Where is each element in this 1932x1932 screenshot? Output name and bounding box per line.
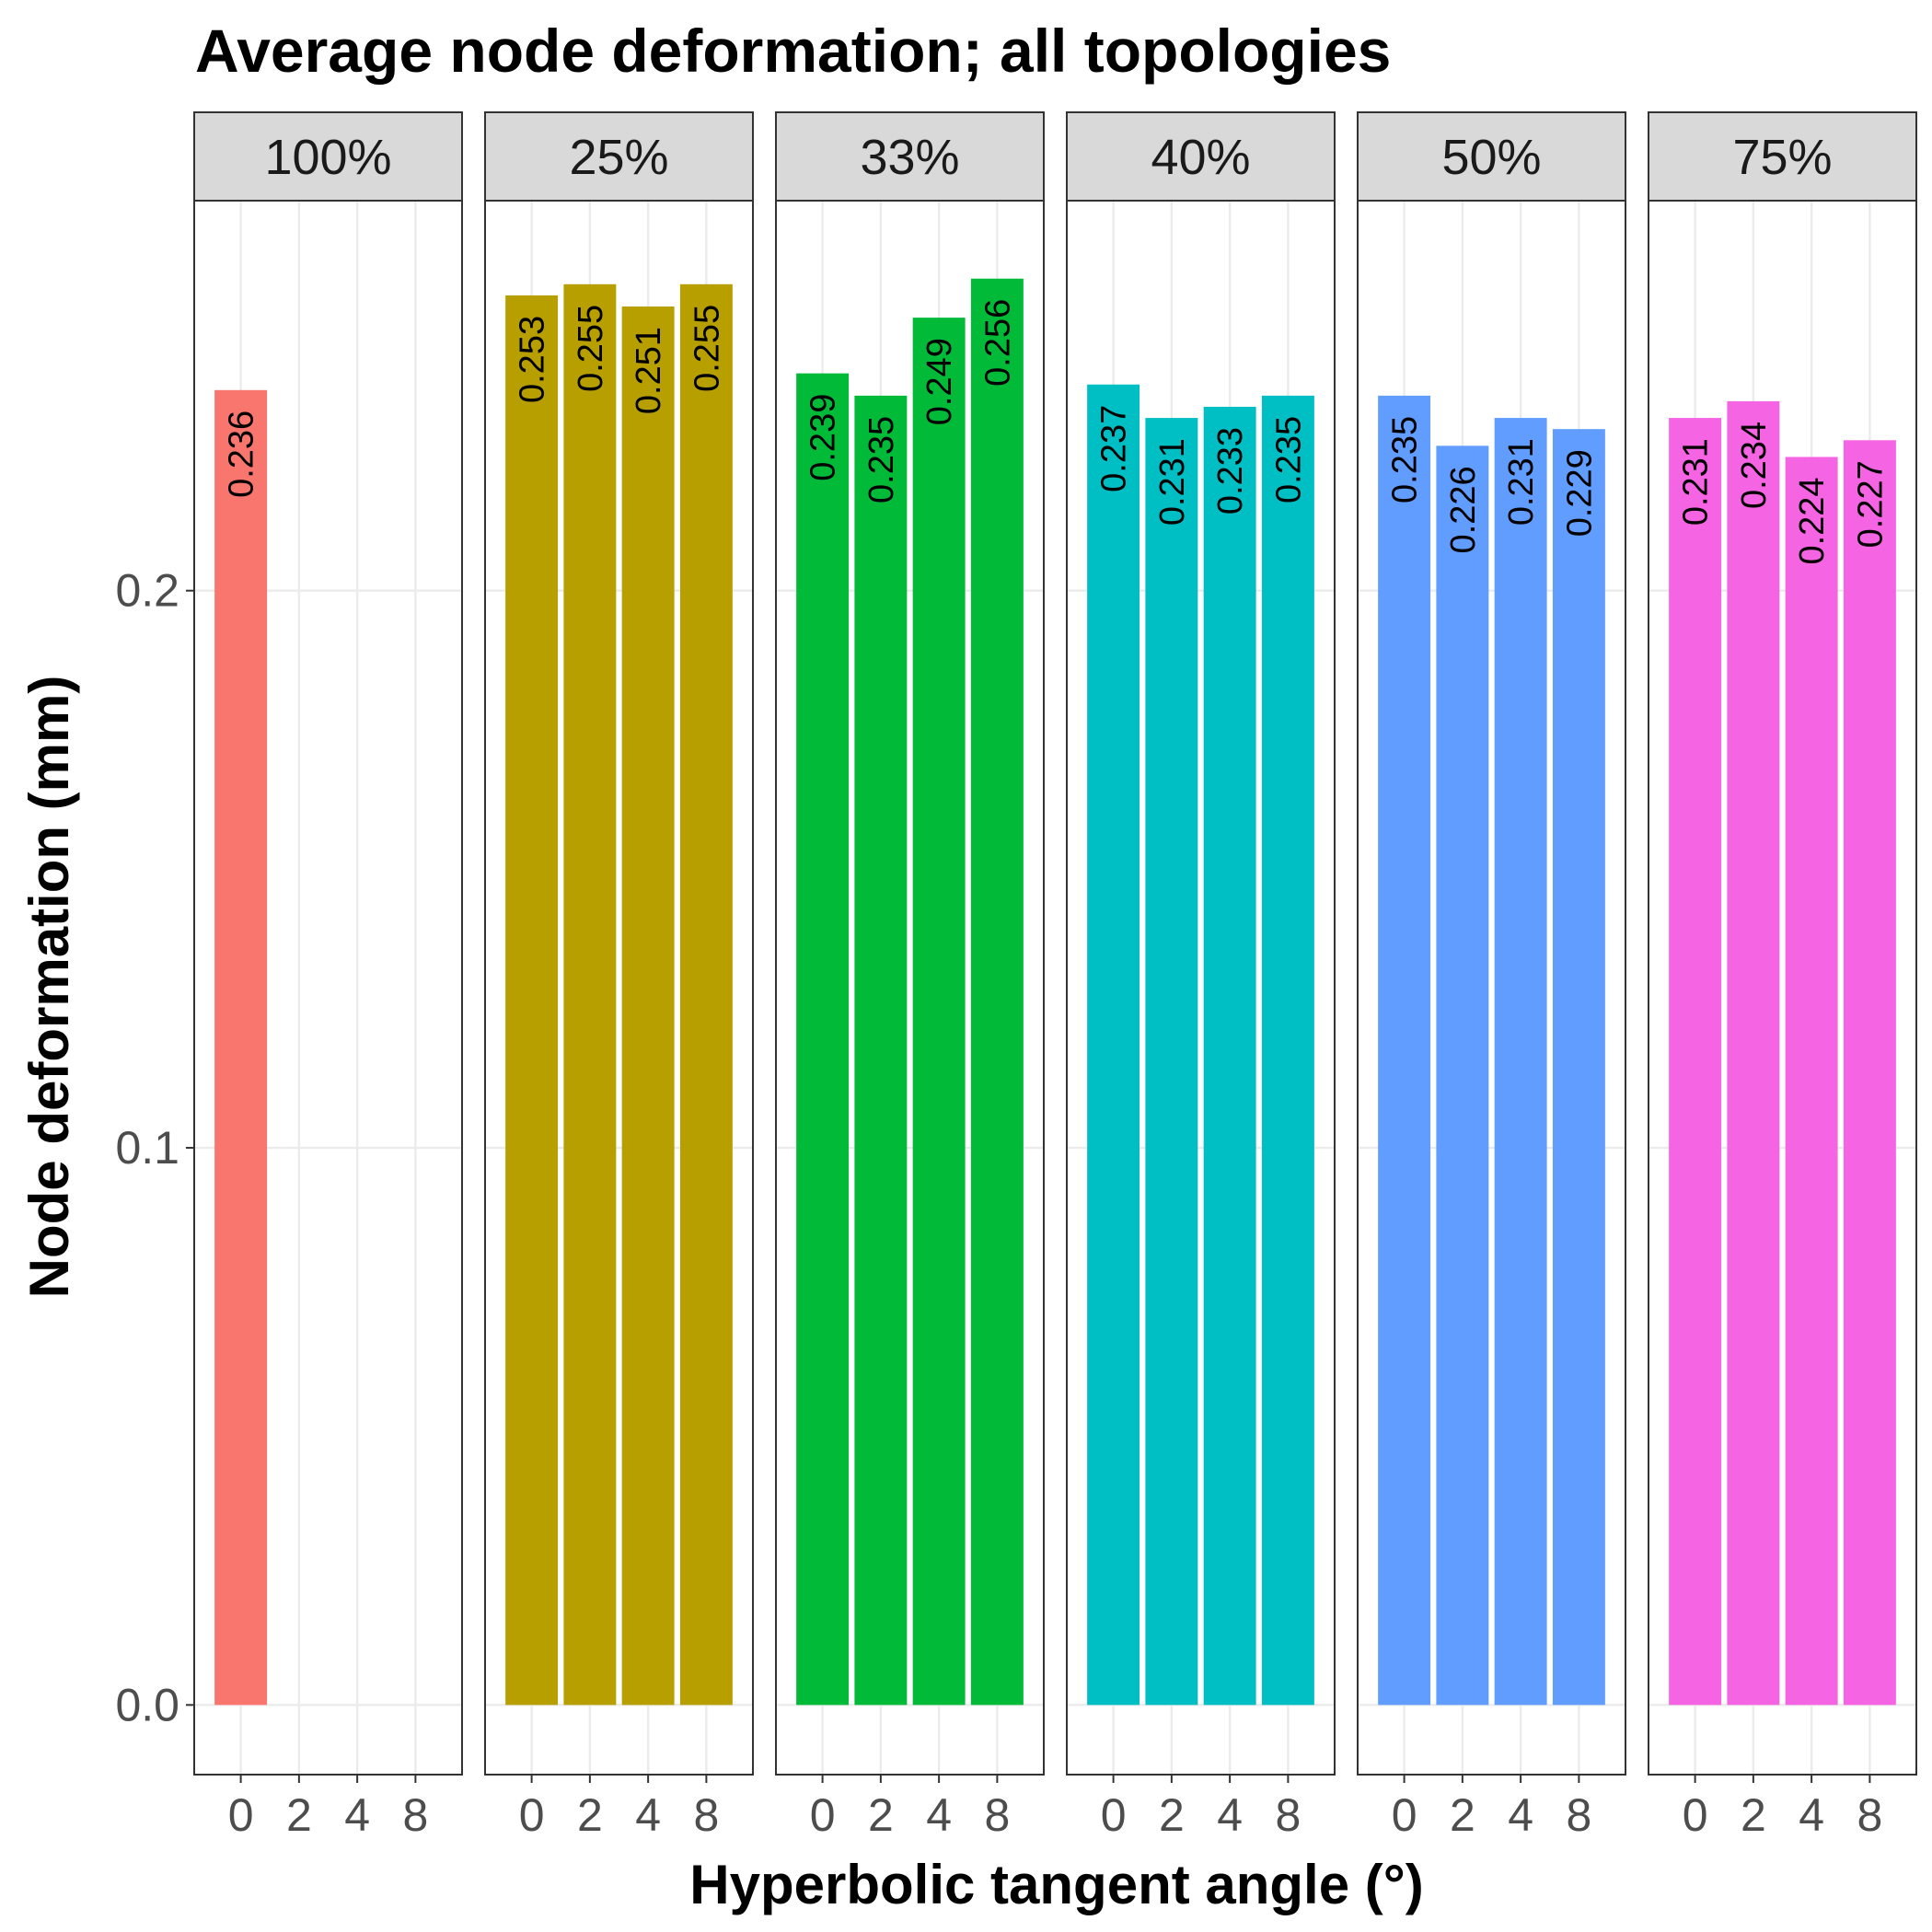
x-tick-label: 2 <box>577 1789 603 1841</box>
x-tick-label: 8 <box>1857 1789 1882 1841</box>
x-tick-label: 2 <box>1159 1789 1185 1841</box>
bar <box>1261 395 1314 1706</box>
x-tick-label: 2 <box>868 1789 894 1841</box>
facet-strip <box>1648 111 1917 202</box>
bar <box>854 395 908 1706</box>
bar <box>1785 457 1838 1706</box>
bar <box>563 283 617 1706</box>
y-tick-label: 0.0 <box>115 1679 179 1730</box>
bar-value-label: 0.227 <box>1851 460 1890 548</box>
facet-strip <box>193 111 463 202</box>
bar <box>1087 384 1140 1706</box>
facet-strip <box>775 111 1045 202</box>
x-tick-label: 8 <box>402 1789 428 1841</box>
x-tick-label: 2 <box>1741 1789 1766 1841</box>
x-tick-label: 8 <box>1275 1789 1301 1841</box>
x-tick-label: 4 <box>1508 1789 1533 1841</box>
panel-border <box>775 200 1045 1776</box>
panel-border <box>484 200 754 1776</box>
bar <box>1436 445 1489 1706</box>
bar-value-label: 0.255 <box>572 305 610 392</box>
bar-value-label: 0.235 <box>1386 416 1425 503</box>
panel-border <box>193 200 463 1776</box>
x-tick-label: 0 <box>1683 1789 1708 1841</box>
bar-value-label: 0.239 <box>804 394 843 481</box>
x-tick-label: 8 <box>984 1789 1010 1841</box>
bar-value-label: 0.234 <box>1735 422 1774 509</box>
x-tick-label: 0 <box>228 1789 254 1841</box>
bar <box>679 283 733 1706</box>
bar <box>970 278 1024 1706</box>
panel-border <box>1357 200 1626 1776</box>
x-tick-label: 4 <box>344 1789 370 1841</box>
x-tick-label: 4 <box>1217 1789 1243 1841</box>
bar-value-label: 0.231 <box>1502 438 1541 526</box>
panel-border <box>1066 200 1336 1776</box>
bar <box>796 373 850 1706</box>
bar-value-label: 0.235 <box>1269 416 1308 503</box>
y-axis: 0.0 0.1 0.2 <box>115 565 194 1730</box>
y-axis-title: Node deformation (mm) <box>18 676 80 1299</box>
bar <box>1843 440 1896 1706</box>
bar <box>1378 395 1431 1706</box>
x-tick-label: 0 <box>519 1789 545 1841</box>
facet-strip-label: 33% <box>860 130 959 185</box>
bar-value-label: 0.226 <box>1444 466 1483 553</box>
x-tick-label: 4 <box>1799 1789 1824 1841</box>
bar-value-label: 0.231 <box>1677 438 1716 526</box>
x-tick-label: 0 <box>810 1789 836 1841</box>
facet-strip-label: 25% <box>569 130 668 185</box>
bar-value-label: 0.224 <box>1793 477 1832 564</box>
facet-strip-label: 50% <box>1441 130 1541 185</box>
bar-value-label: 0.256 <box>978 299 1017 387</box>
bar-value-label: 0.237 <box>1095 405 1134 492</box>
x-tick-label: 0 <box>1392 1789 1417 1841</box>
bar <box>1552 429 1605 1706</box>
facet-panel: 33% 0.239 0.235 0.249 0.256 0 2 4 8 <box>775 111 1045 1841</box>
bar <box>505 295 559 1706</box>
bar-value-label: 0.255 <box>688 305 726 392</box>
bar-value-label: 0.229 <box>1560 449 1599 537</box>
bar <box>1145 418 1198 1706</box>
facet-panel: 40% 0.237 0.231 0.233 0.235 0 2 4 8 <box>1066 111 1336 1841</box>
bar-value-label: 0.236 <box>223 411 261 498</box>
bar <box>1203 406 1256 1706</box>
bar-value-label: 0.233 <box>1211 427 1250 515</box>
x-tick-label: 2 <box>286 1789 312 1841</box>
facet-strip-label: 40% <box>1151 130 1250 185</box>
bar-value-label: 0.249 <box>920 338 959 425</box>
x-axis-title: Hyperbolic tangent angle (°) <box>689 1854 1423 1915</box>
facet-panel: 100% 0.236 0 2 4 8 <box>193 111 463 1841</box>
facet-panel: 25% 0.253 0.255 0.251 0.255 0 2 4 8 <box>484 111 754 1841</box>
bar-value-label: 0.253 <box>514 316 552 403</box>
bar-value-label: 0.251 <box>630 327 668 414</box>
bar <box>912 318 966 1706</box>
y-tick-label: 0.2 <box>115 565 179 617</box>
facet-strip <box>1066 111 1336 202</box>
x-tick-label: 8 <box>693 1789 719 1841</box>
facet-strip-label: 75% <box>1732 130 1832 185</box>
x-tick-label: 4 <box>635 1789 661 1841</box>
facet-panel: 50% 0.235 0.226 0.231 0.229 0 2 4 8 <box>1357 111 1626 1841</box>
facet-strip <box>484 111 754 202</box>
facet-panel: 75% 0.231 0.234 0.224 0.227 0 2 4 8 <box>1648 111 1917 1841</box>
bar <box>1494 418 1547 1706</box>
bar-value-label: 0.231 <box>1153 438 1192 526</box>
x-tick-label: 0 <box>1101 1789 1127 1841</box>
x-tick-label: 4 <box>926 1789 952 1841</box>
chart-title: Average node deformation; all topologies <box>195 17 1391 85</box>
y-tick-label: 0.1 <box>115 1122 179 1174</box>
panel-border <box>1648 200 1917 1776</box>
bar <box>1669 418 1722 1706</box>
bar <box>621 307 675 1706</box>
bar-value-label: 0.235 <box>862 416 901 503</box>
facet-strip-label: 100% <box>264 130 391 185</box>
bar <box>1727 400 1780 1706</box>
bar <box>214 389 268 1706</box>
facet-strip <box>1357 111 1626 202</box>
x-tick-label: 8 <box>1566 1789 1591 1841</box>
x-tick-label: 2 <box>1450 1789 1475 1841</box>
